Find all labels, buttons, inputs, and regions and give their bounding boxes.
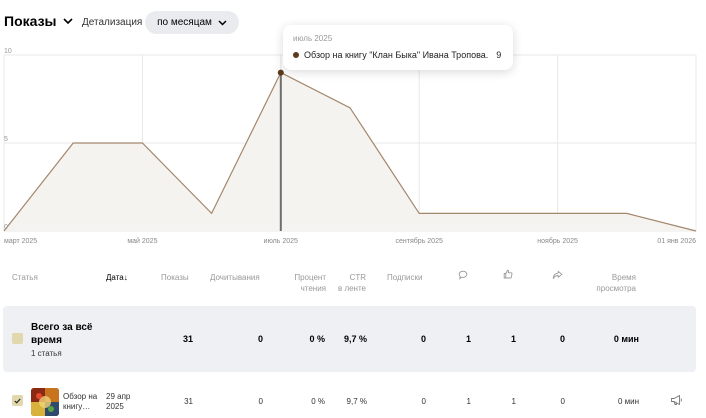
chevron-down-icon [218,19,227,26]
tooltip-value: 9 [496,50,502,60]
megaphone-icon[interactable] [670,394,683,406]
chevron-down-icon [62,17,73,24]
header-ctr-line1: CTR [349,273,366,282]
header-read-percent-line1: Процент [294,273,326,282]
x-tick-label: март 2025 [4,238,37,245]
header-read-percent-line2: чтения [300,284,326,293]
row-comments: 1 [466,397,471,406]
total-row: Всего за всё время 1 статья 31 0 0 % 9,7… [3,306,696,372]
tooltip-series-name: Обзор на книгу "Клан Быка" Ивана Тропова… [304,50,489,60]
total-comments: 1 [465,334,471,344]
tooltip-date: июль 2025 [293,34,333,43]
header-article[interactable]: Статья [12,273,38,282]
header-views[interactable]: Показы [161,273,189,282]
header-view-time[interactable]: Время просмотра [594,272,636,294]
header-date-label: Дата [106,273,124,282]
series-line [3,71,697,232]
x-tick-label: 01 янв 2026 [657,238,696,245]
total-view-time: 0 мин [613,334,639,344]
checkmark-icon [14,398,21,404]
stats-header: Показы Детализация по месяцам [0,8,706,36]
row-likes: 1 [511,397,516,406]
total-reposts: 0 [559,334,565,344]
y-tick-label: 10 [4,48,12,55]
table-row[interactable]: Обзор на книгу… 29 апр 2025 31 0 0 % 9,7… [3,385,696,418]
comment-icon[interactable] [458,270,468,280]
total-read-percent: 0 % [309,334,325,344]
y-tick-label: 0 [4,224,8,231]
article-cover-image [31,388,59,416]
series-area [4,72,696,231]
total-reads: 0 [257,334,263,344]
article-thumbnail[interactable] [31,388,59,416]
header-read-percent[interactable]: Процент чтения [286,272,326,294]
like-icon[interactable] [503,269,513,279]
highlight-point[interactable] [277,69,284,76]
article-date: 29 апр 2025 [106,392,131,411]
article-title-link[interactable]: Обзор на книгу… [63,392,98,411]
row-read-percent: 0 % [311,397,325,406]
y-tick-label: 5 [4,136,8,143]
metric-dropdown[interactable]: Показы [4,13,73,29]
row-reads: 0 [258,397,263,406]
x-tick-label: ноябрь 2025 [537,237,578,245]
views-chart[interactable]: 0 5 10 март 2025 май 2025 июль 2025 сентябрь … [0,40,706,250]
row-views: 31 [184,397,193,406]
row-ctr: 9,7 % [346,397,367,406]
period-dropdown[interactable]: по месяцам [145,11,239,34]
detail-label: Детализация [82,17,143,28]
row-view-time: 0 мин [617,397,639,406]
header-date[interactable]: Дата↓ [106,272,128,283]
header-ctr[interactable]: CTR в ленте [331,272,366,294]
total-ctr: 9,7 % [343,334,367,344]
x-tick-label: сентябрь 2025 [396,237,443,245]
sort-arrow-icon: ↓ [123,273,128,282]
tooltip-series-row: Обзор на книгу "Клан Быка" Ивана Тропова… [293,50,501,60]
total-subscriptions: 0 [420,334,426,344]
total-views: 31 [182,334,193,344]
header-view-time-line2: просмотра [596,284,636,293]
header-view-time-line1: Время [611,273,636,282]
metric-label: Показы [4,13,57,29]
x-tick-label: май 2025 [127,237,157,245]
x-tick-label: июль 2025 [264,238,298,245]
total-article-count: 1 статья [31,349,62,358]
row-checkbox[interactable] [12,395,23,406]
series-dot-icon [293,52,299,58]
chart-svg: 0 5 10 март 2025 май 2025 июль 2025 сентябрь … [3,48,697,245]
header-subscriptions[interactable]: Подписки [387,273,423,282]
header-ctr-line2: в ленте [337,284,366,293]
period-label: по месяцам [157,17,212,28]
header-reads[interactable]: Дочитывания [210,273,260,282]
total-title: Всего за всё время [31,322,93,346]
chart-tooltip: июль 2025 Обзор на книгу "Клан Быка" Ива… [283,25,513,70]
total-checkbox[interactable] [12,333,23,344]
row-subscriptions: 0 [421,397,426,406]
total-likes: 1 [510,334,516,344]
repost-icon[interactable] [552,270,563,280]
row-reposts: 0 [560,397,565,406]
